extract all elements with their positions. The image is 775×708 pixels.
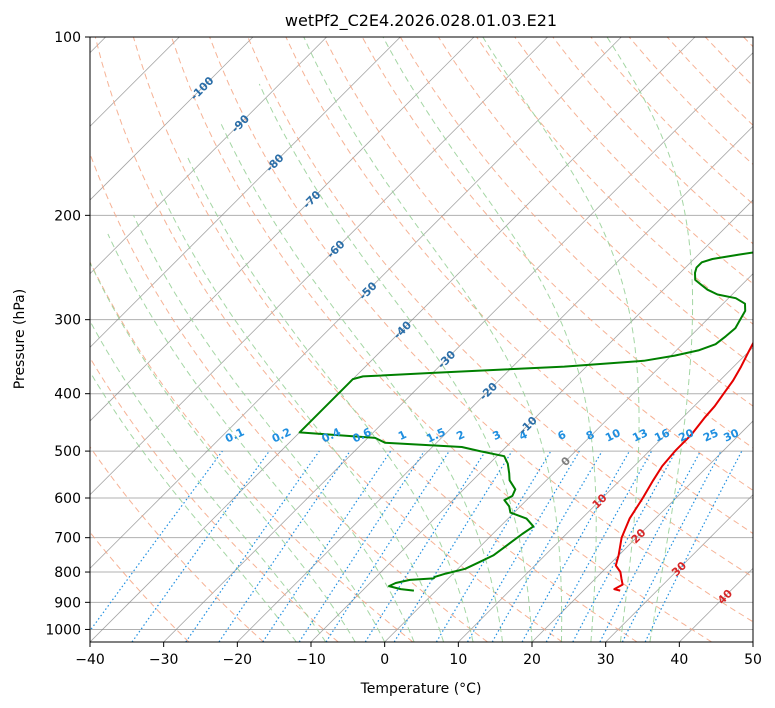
moist-adiabat-line	[606, 37, 694, 642]
dry-adiabat-line	[209, 37, 753, 623]
temperature-profile-line	[613, 341, 753, 592]
profile-lines	[298, 251, 753, 592]
moist-adiabat-line	[90, 370, 297, 642]
mixing-ratio-line	[393, 450, 513, 642]
mixing-ratio-line	[262, 450, 392, 642]
isotherm-line	[90, 37, 327, 275]
moist-adiabat-line	[382, 37, 597, 642]
y-tick-label: 200	[54, 208, 81, 224]
moist-adiabat-line	[258, 83, 533, 642]
mixing-ratio-label: 13	[630, 426, 649, 444]
moist-adiabat-line	[133, 215, 415, 642]
x-tick-label: −40	[75, 652, 105, 668]
isotherm-line	[531, 420, 753, 642]
moist-adiabat-line	[482, 37, 640, 642]
mixing-ratio-line	[325, 450, 450, 642]
x-tick-label: −20	[223, 652, 253, 668]
y-tick-label: 300	[54, 313, 81, 329]
mixing-ratio-label: 30	[722, 426, 742, 444]
mixing-ratio-label: 25	[701, 426, 720, 444]
isotherm-line	[90, 37, 401, 348]
y-axis: 100 200 300 400 500 600 700 800 900 1000	[45, 30, 90, 638]
isotherm-line	[163, 52, 753, 642]
x-tick-label: 40	[670, 652, 688, 668]
y-tick-label: 600	[54, 491, 81, 507]
mixing-ratio-label: 16	[652, 426, 672, 444]
x-tick-label: 50	[744, 652, 762, 668]
x-tick-label: 0	[380, 652, 389, 668]
moist-adiabat-line	[303, 37, 563, 642]
mixing-ratio-label: 10	[603, 426, 623, 444]
x-tick-label: −30	[149, 652, 179, 668]
chart-title: wetPf2_C2E4.2026.028.01.03.E21	[285, 11, 557, 31]
isotherm-line	[90, 37, 475, 422]
y-tick-label: 700	[54, 531, 81, 547]
x-axis-label: Temperature (°C)	[360, 681, 482, 697]
dry-adiabat-line	[90, 260, 414, 642]
y-tick-label: 900	[54, 595, 81, 611]
y-tick-label: 500	[54, 444, 81, 460]
dry-adiabat-line	[323, 37, 753, 491]
isotherm-line	[605, 494, 753, 642]
dry-adiabat-line	[94, 37, 563, 642]
plot-frame	[89, 36, 754, 643]
isotherm-line	[90, 37, 548, 496]
isotherm-line	[237, 125, 753, 642]
mixing-ratio-line	[545, 450, 653, 642]
mixing-ratio-line	[218, 450, 351, 642]
x-tick-label: 10	[449, 652, 467, 668]
mixing-ratio-line	[90, 450, 223, 632]
dry-adiabat-line	[285, 37, 753, 535]
moist-adiabat-line	[220, 123, 503, 642]
moist-adiabat-line	[90, 261, 356, 642]
dry-adiabat-line	[171, 37, 712, 642]
mixing-ratio-line	[298, 450, 425, 642]
isotherm-line	[458, 346, 753, 642]
isotherm-line	[90, 37, 254, 201]
dry-adiabat-line	[514, 37, 753, 285]
mixing-ratio-line	[131, 450, 270, 642]
x-tick-label: 30	[597, 652, 615, 668]
dry-adiabat-line	[476, 37, 753, 325]
isotherm-line	[90, 37, 622, 569]
dry-adiabat-line	[247, 37, 753, 578]
y-axis-label: Pressure (hPa)	[12, 289, 28, 389]
dry-adiabat-line	[90, 356, 339, 642]
mixing-ratio-label: 20	[677, 426, 697, 444]
background-lines	[90, 37, 753, 642]
mixing-ratio-line	[572, 450, 677, 642]
x-axis: −40 −30 −20 −10 0 10 20 30 40 50	[75, 642, 762, 668]
mixing-ratio-line	[185, 450, 320, 642]
dry-adiabat-line	[90, 446, 264, 642]
y-tick-label: 1000	[45, 622, 81, 638]
y-tick-label: 100	[54, 30, 81, 46]
y-tick-label: 400	[54, 387, 81, 403]
dewpoint-profile-line	[298, 251, 753, 592]
x-tick-label: 20	[523, 652, 541, 668]
dry-adiabat-line	[132, 37, 638, 642]
isotherm-line	[384, 273, 753, 642]
isotherm-line	[90, 37, 696, 642]
y-tick-label: 800	[54, 565, 81, 581]
mixing-ratio-line	[521, 450, 631, 642]
moist-adiabat-line	[107, 233, 386, 642]
moist-adiabat-line	[90, 320, 327, 642]
x-tick-label: −10	[296, 652, 326, 668]
moist-adiabat-line	[158, 187, 445, 642]
mixing-ratio-line	[644, 450, 743, 642]
